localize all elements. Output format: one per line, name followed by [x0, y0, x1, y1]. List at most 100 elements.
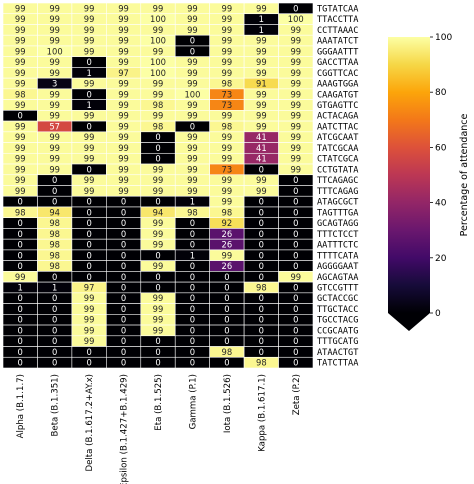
cell-value-label: 99 [49, 154, 60, 164]
cell-value-label: 99 [49, 57, 60, 67]
cell-value-label: 99 [15, 154, 26, 164]
cell-value-label: 0 [52, 315, 57, 325]
cell-value-label: 99 [187, 3, 198, 13]
row-label: TATCGCAA [317, 144, 359, 154]
cell-value-label: 99 [15, 25, 26, 35]
cell-value-label: 99 [290, 121, 301, 131]
cell-value-label: 0 [259, 293, 264, 303]
cell-value-label: 99 [49, 25, 60, 35]
cell-value-label: 0 [155, 143, 160, 153]
cell-value-label: 99 [256, 186, 267, 196]
cell-value-label: 0 [155, 197, 160, 207]
cell-value-label: 99 [222, 57, 233, 67]
cell-value-label: 0 [155, 336, 160, 346]
cell-value-label: 99 [187, 154, 198, 164]
cell-value-label: 0 [293, 315, 298, 325]
cell-value-label: 0 [224, 293, 229, 303]
cell-value-label: 99 [118, 3, 129, 13]
cell-value-label: 99 [256, 121, 267, 131]
cell-value-label: 0 [121, 315, 126, 325]
cell-value-label: 0 [293, 240, 298, 250]
cell-value-label: 99 [118, 25, 129, 35]
cell-value-label: 99 [187, 143, 198, 153]
cell-value-label: 0 [121, 336, 126, 346]
cell-value-label: 0 [52, 186, 57, 196]
colorbar-tick-label: 100 [435, 33, 452, 43]
cell-value-label: 99 [256, 46, 267, 56]
cell-value-label: 99 [290, 143, 301, 153]
cell-value-label: 0 [190, 272, 195, 282]
cell-value-label: 0 [293, 250, 298, 260]
cell-value-label: 0 [86, 121, 91, 131]
cell-value-label: 100 [150, 68, 166, 78]
cell-value-label: 98 [49, 218, 60, 228]
cell-value-label: 99 [153, 46, 164, 56]
row-label: TTCAGAGC [317, 176, 358, 186]
cell-value-label: 0 [18, 240, 23, 250]
cell-value-label: 100 [184, 89, 200, 99]
cell-value-label: 97 [118, 68, 129, 78]
cell-value-label: 0 [259, 304, 264, 314]
cell-value-label: 0 [52, 175, 57, 185]
cell-value-label: 0 [121, 218, 126, 228]
colorbar-tick-label: 40 [435, 199, 447, 209]
cell-value-label: 0 [259, 229, 264, 239]
column-labels: Alpha (B.1.1.7) Beta (B.1.351) Delta (B.1.… [16, 374, 302, 484]
cell-value-label: 0 [293, 347, 298, 357]
cell-value-label: 0 [86, 240, 91, 250]
cell-value-label: 0 [259, 272, 264, 282]
cell-value-label: 0 [224, 304, 229, 314]
cell-value-label: 0 [86, 250, 91, 260]
cell-value-label: 99 [153, 79, 164, 89]
cell-value-label: 98 [49, 229, 60, 239]
row-label: CGGTTCAC [317, 69, 358, 79]
cell-value-label: 99 [187, 164, 198, 174]
cell-value-label: 99 [84, 36, 95, 46]
colorbar-tick-label: 0 [435, 309, 441, 319]
cell-value-label: 99 [15, 164, 26, 174]
cell-value-label: 99 [49, 36, 60, 46]
cell-value-label: 99 [15, 57, 26, 67]
cell-value-label: 98 [15, 207, 26, 217]
cell-value-label: 99 [222, 132, 233, 142]
cell-value-label: 99 [84, 111, 95, 121]
cell-value-label: 0 [190, 293, 195, 303]
cell-value-label: 99 [84, 293, 95, 303]
cell-value-label: 98 [15, 89, 26, 99]
cell-value-label: 99 [84, 336, 95, 346]
cell-value-label: 99 [15, 100, 26, 110]
row-label: TGTATCAA [317, 4, 359, 14]
cell-value-label: 99 [153, 261, 164, 271]
cell-value-label: 99 [118, 46, 129, 56]
cell-value-label: 100 [47, 46, 63, 56]
cell-value-label: 99 [153, 304, 164, 314]
cell-value-label: 97 [84, 282, 95, 292]
cell-value-label: 99 [84, 3, 95, 13]
cell-value-label: 99 [15, 186, 26, 196]
cell-value-label: 99 [49, 89, 60, 99]
cell-value-label: 99 [49, 132, 60, 142]
cell-value-label: 100 [150, 14, 166, 24]
cell-value-label: 99 [118, 121, 129, 131]
cell-value-label: 0 [121, 347, 126, 357]
cell-value-label: 99 [15, 175, 26, 185]
cell-value-label: 99 [153, 293, 164, 303]
cell-value-label: 99 [153, 175, 164, 185]
cell-value-label: 41 [256, 143, 267, 153]
cell-value-label: 0 [18, 325, 23, 335]
cell-value-label: 99 [187, 132, 198, 142]
cell-value-label: 0 [155, 347, 160, 357]
column-label: Kappa (B.1.617.1) [257, 374, 267, 452]
cell-value-label: 0 [293, 218, 298, 228]
cell-value-label: 0 [293, 186, 298, 196]
cell-value-label: 0 [18, 336, 23, 346]
cell-value-label: 0 [259, 336, 264, 346]
cell-value-label: 99 [222, 197, 233, 207]
row-label: TATCTTAA [317, 359, 359, 369]
cell-value-label: 99 [187, 111, 198, 121]
cell-value-label: 0 [18, 261, 23, 271]
cell-value-label: 99 [290, 68, 301, 78]
row-label: ATAGCGCT [317, 198, 358, 208]
cell-value-label: 0 [293, 197, 298, 207]
